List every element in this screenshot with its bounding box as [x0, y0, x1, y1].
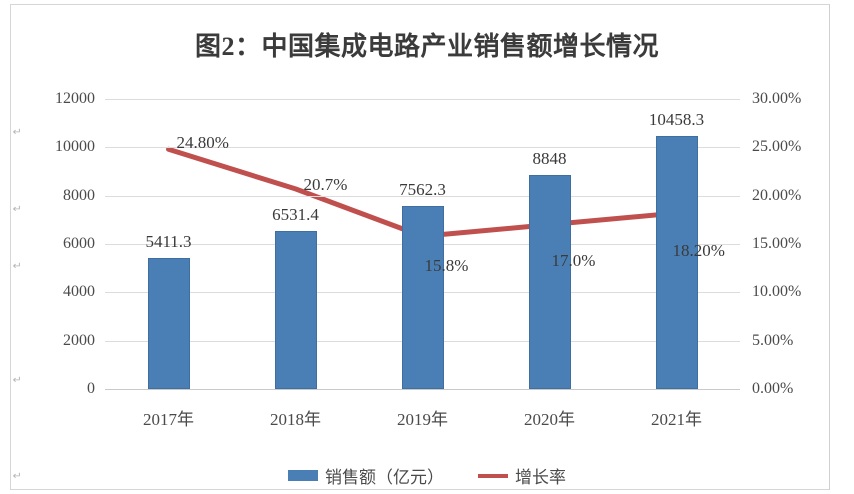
bar-2021年[interactable]: [655, 136, 698, 389]
bar-2018年[interactable]: [274, 231, 317, 389]
category-label-2018年: 2018年: [270, 410, 321, 429]
left-value-axis: 12000 10000 8000 6000 4000 2000 0: [20, 90, 95, 397]
left-axis-tick: 10000: [55, 138, 95, 156]
right-axis-tick: 20.00%: [752, 186, 802, 204]
bar-value-label: 8848: [532, 149, 567, 169]
right-axis-tick: 10.00%: [752, 283, 802, 301]
gridline: [105, 99, 740, 100]
paragraph-mark: ↵: [12, 204, 22, 215]
bar-2020年[interactable]: [528, 175, 571, 389]
chart-legend: 销售额（亿元） 增长率: [0, 463, 854, 488]
legend-item-1[interactable]: 销售额（亿元）: [288, 463, 444, 488]
left-axis-tick: 12000: [55, 90, 95, 107]
paragraph-mark: ↵: [12, 471, 22, 482]
left-axis-tick: 2000: [63, 331, 95, 349]
left-axis-tick: 6000: [63, 235, 95, 252]
bar-value-label: 6531.4: [272, 205, 319, 225]
right-axis-tick: 15.00%: [752, 235, 802, 252]
paragraph-mark: ↵: [12, 127, 22, 138]
legend-line-swatch-icon: [478, 473, 508, 478]
bar-value-label: 7562.3: [399, 180, 446, 200]
category-label-2020年: 2020年: [524, 410, 575, 429]
bar-value-label: 10458.3: [648, 110, 705, 130]
growth-rate-label: 18.20%: [672, 241, 725, 261]
paragraph-mark: ↵: [12, 261, 22, 272]
chart-title: 图2：中国集成电路产业销售额增长情况: [194, 32, 659, 61]
paragraph-mark: ↵: [12, 375, 22, 386]
growth-rate-label: 20.7%: [303, 174, 348, 194]
gridline: [105, 195, 740, 197]
plot-area: 5411.3 6531.4 7562.3 8848 10458.3 24.80% 20.7%…: [105, 99, 740, 390]
left-axis-tick: 0: [87, 380, 95, 397]
right-axis-tick: 5.00%: [752, 331, 794, 349]
growth-rate-label: 24.80%: [176, 133, 229, 153]
category-axis: 2017年 2018年 2019年 2020年 2021年: [105, 405, 740, 435]
left-axis-tick: 4000: [63, 283, 95, 301]
right-axis-tick: 30.00%: [752, 90, 802, 107]
axis-baseline: [105, 389, 740, 390]
bar-2019年[interactable]: [401, 206, 444, 389]
right-percent-axis: 30.00% 25.00% 20.00% 15.00% 10.00% 5.00% 0.00%: [752, 90, 847, 397]
legend-label: 增长率: [515, 468, 566, 487]
growth-rate-label: 15.8%: [424, 256, 469, 276]
category-label-2017年: 2017年: [143, 410, 194, 429]
legend-label: 销售额（亿元）: [325, 468, 444, 487]
growth-rate-label: 17.0%: [551, 250, 596, 270]
right-axis-tick: 25.00%: [752, 138, 802, 156]
bar-2017年[interactable]: [147, 258, 190, 389]
left-axis-tick: 8000: [63, 186, 95, 204]
legend-item-2[interactable]: 增长率: [478, 463, 566, 488]
category-label-2019年: 2019年: [397, 410, 448, 429]
gridline: [105, 147, 740, 149]
right-axis-tick: 0.00%: [752, 380, 794, 397]
category-label-2021年: 2021年: [651, 410, 702, 429]
legend-bar-swatch-icon: [288, 470, 318, 481]
bar-value-label: 5411.3: [145, 232, 192, 252]
